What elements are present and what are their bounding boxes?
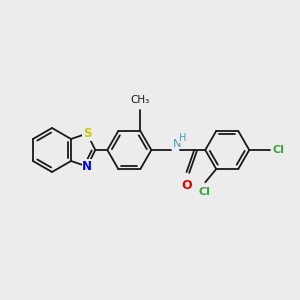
Text: S: S bbox=[83, 127, 92, 140]
Text: Cl: Cl bbox=[272, 145, 284, 155]
Text: H: H bbox=[179, 133, 187, 143]
Text: O: O bbox=[181, 179, 192, 192]
Text: Cl: Cl bbox=[198, 187, 210, 197]
Text: CH₃: CH₃ bbox=[131, 95, 150, 105]
Text: N: N bbox=[82, 160, 92, 173]
Text: N: N bbox=[173, 139, 182, 149]
